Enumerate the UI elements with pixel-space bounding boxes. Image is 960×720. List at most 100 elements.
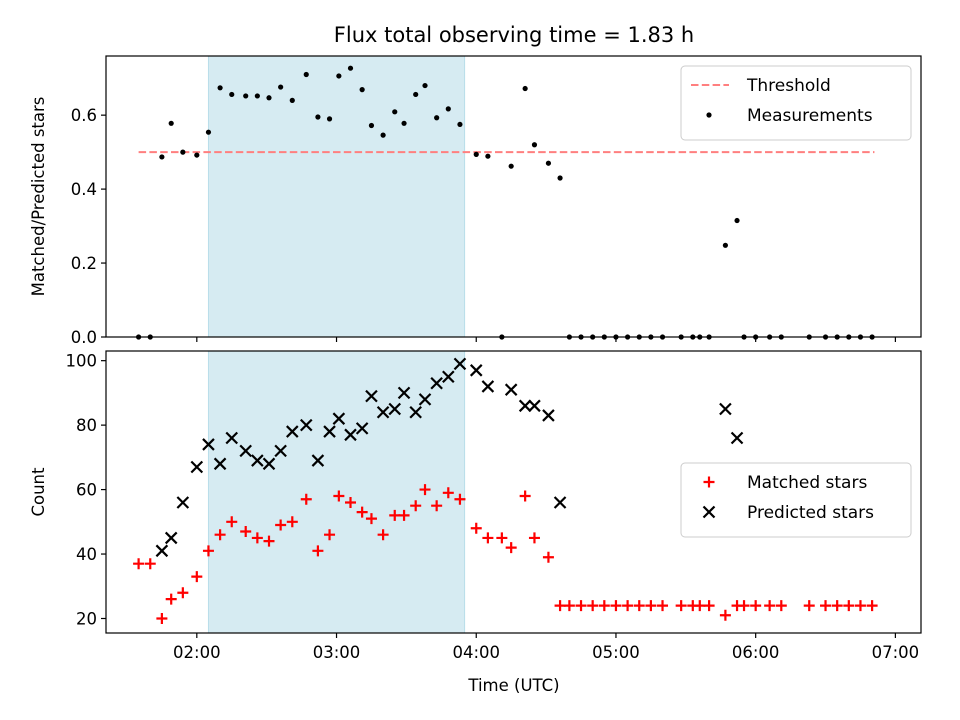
matched-stars-point — [470, 522, 482, 534]
predicted-stars-point — [409, 405, 422, 419]
matched-stars-point — [300, 493, 312, 505]
y-axis-label: Count — [29, 467, 48, 517]
y-tick-label: 40 — [76, 545, 97, 564]
matched-stars-point — [202, 545, 214, 557]
matched-stars-point — [345, 496, 356, 508]
matched-stars-point — [454, 493, 466, 505]
measurement-point — [545, 160, 552, 166]
measurement-point — [217, 85, 223, 91]
x-tick-label: 07:00 — [872, 643, 920, 662]
measurement-point — [254, 93, 260, 99]
x-tick-label: 03:00 — [313, 643, 361, 662]
predicted-stars-point — [202, 438, 215, 451]
matched-stars-point — [803, 600, 815, 612]
predicted-stars-point — [504, 383, 518, 396]
measurement-point — [531, 142, 538, 148]
axes-frame — [105, 350, 922, 634]
predicted-stars-point — [430, 376, 443, 390]
predicted-stars-point — [286, 425, 299, 438]
legend-label: Predicted stars — [747, 503, 874, 523]
matched-stars-point — [442, 487, 454, 499]
matched-stars-point — [703, 600, 715, 612]
matched-stars-point — [133, 558, 145, 570]
measurement-point — [485, 153, 491, 159]
axes-frame — [105, 55, 922, 338]
series-predicted-stars — [155, 357, 744, 558]
predicted-stars-point — [365, 389, 378, 403]
y-tick-label: 60 — [76, 481, 97, 500]
measurement-point — [315, 114, 321, 120]
legend-box — [680, 65, 912, 141]
measurement-point — [473, 151, 479, 157]
measurement-point — [266, 95, 272, 101]
measurement-point — [368, 122, 375, 129]
predicted-stars-point — [719, 402, 732, 416]
matched-stars-point — [356, 506, 368, 518]
measurement-point — [347, 65, 354, 71]
matched-stars-point — [251, 532, 263, 544]
measurement-point — [303, 71, 309, 78]
measurement-point — [413, 91, 419, 98]
measurement-point — [422, 82, 428, 89]
measurement-point — [336, 73, 342, 79]
legend-label: Measurements — [747, 106, 873, 126]
measurement-point — [392, 109, 398, 115]
matched-stars-point — [554, 600, 566, 612]
bottom-panel: 20 40 60 80 100 02:00 03:00 04:00 05:00 06:00 07:0… — [29, 350, 922, 662]
predicted-stars-point — [481, 380, 495, 393]
predicted-stars-point — [469, 364, 483, 377]
matched-stars-point — [263, 535, 275, 547]
predicted-stars-point — [528, 399, 541, 413]
series-matched-stars — [133, 484, 878, 624]
matched-stars-point — [226, 516, 238, 528]
matched-stars-point — [333, 490, 345, 502]
predicted-stars-point — [332, 412, 346, 425]
top-panel: 0.0 0.2 0.4 0.6 Matched/Predicted stars Thres… — [29, 55, 922, 347]
legend-label: Matched stars — [747, 473, 867, 493]
matched-stars-point — [719, 609, 731, 621]
measurement-point — [359, 87, 365, 93]
measurement-point — [205, 129, 212, 135]
measurement-point — [457, 121, 463, 128]
predicted-stars-point — [251, 454, 264, 467]
predicted-stars-point — [376, 405, 390, 419]
predicted-stars-point — [418, 393, 432, 406]
x-tick-label: 04:00 — [452, 643, 500, 662]
matched-stars-point — [286, 516, 298, 528]
matched-stars-point — [312, 545, 324, 557]
measurement-point — [401, 120, 407, 126]
matched-stars-point — [563, 600, 575, 612]
matched-stars-point — [575, 600, 587, 612]
y-tick-label: 100 — [66, 352, 98, 371]
matched-stars-point — [496, 532, 508, 544]
matched-stars-point — [764, 600, 776, 612]
matched-stars-point — [866, 600, 878, 612]
predicted-stars-point — [730, 431, 744, 445]
observing-window — [207, 55, 466, 338]
predicted-stars-point — [397, 386, 411, 400]
measurement-point — [522, 85, 528, 92]
predicted-stars-point — [388, 402, 402, 416]
predicted-stars-point — [176, 496, 190, 509]
matched-stars-point — [275, 519, 287, 531]
matched-stars-point — [214, 529, 226, 541]
matched-stars-point — [831, 600, 843, 612]
matched-stars-point — [675, 600, 687, 612]
measurement-point — [508, 163, 514, 169]
matched-stars-point — [854, 600, 866, 612]
legend: Threshold Measurements — [680, 65, 912, 141]
matched-stars-point — [191, 571, 203, 583]
measurement-point — [159, 154, 165, 160]
matched-stars-point — [775, 600, 787, 612]
predicted-stars-point — [453, 357, 467, 371]
x-axis-label: Time (UTC) — [467, 676, 559, 695]
matched-stars-point — [820, 600, 832, 612]
measurement-point — [734, 217, 740, 224]
matched-stars-point — [165, 593, 177, 605]
measurement-point — [557, 175, 563, 181]
matched-stars-point — [633, 600, 645, 612]
figure-title: Flux total observing time = 1.83 h — [334, 23, 694, 47]
y-tick-label: 20 — [76, 609, 97, 628]
matched-stars-point — [694, 600, 706, 612]
